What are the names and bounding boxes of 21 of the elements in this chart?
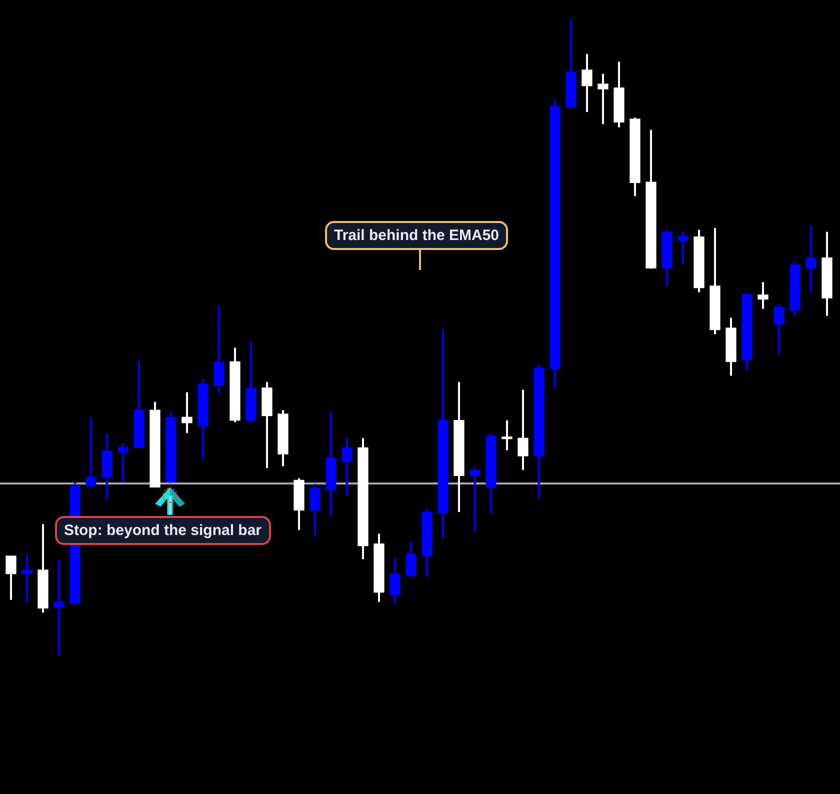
candlestick (502, 419, 512, 452)
candlestick (806, 225, 816, 294)
candlestick (86, 416, 96, 488)
candlestick (342, 437, 352, 498)
annotation: Trail behind the EMA50 (325, 221, 508, 250)
candlestick (54, 558, 64, 657)
candlestick (758, 281, 768, 310)
candlestick (182, 391, 192, 434)
candlestick (582, 53, 592, 113)
candlestick (678, 230, 688, 266)
candlestick (406, 540, 416, 578)
candlestick (118, 442, 128, 484)
candlestick (22, 553, 32, 603)
candlestick (518, 388, 528, 471)
candlestick (774, 302, 784, 356)
candlestick (470, 466, 480, 533)
candlestick (598, 72, 608, 126)
candlestick (390, 556, 400, 604)
annotation: Stop: beyond the signal bar (55, 516, 271, 545)
candlestick (6, 554, 16, 601)
candlestick (310, 483, 320, 538)
